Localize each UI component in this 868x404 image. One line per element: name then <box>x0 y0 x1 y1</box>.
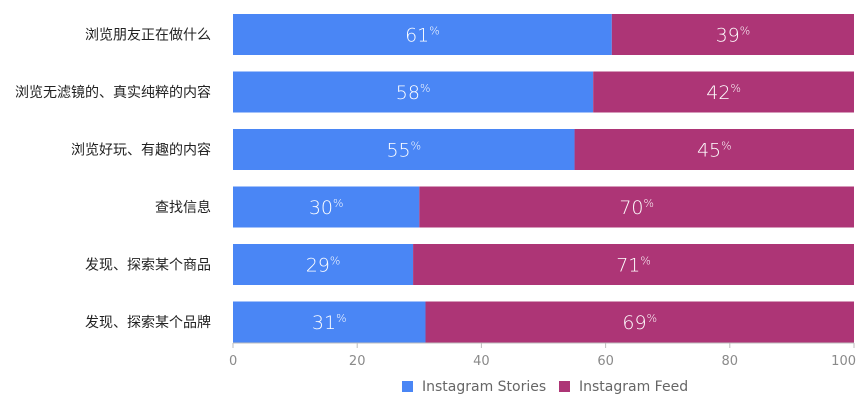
category-label: 发现、探索某个商品 <box>85 257 211 274</box>
bar-segment-stories <box>233 301 426 343</box>
x-tick-label: 40 <box>473 354 490 369</box>
data-label: 42% <box>706 82 741 104</box>
bar-segment-stories <box>233 186 420 228</box>
bar-labels: 61% 39% 58% 42% 55% 45% 30% 70% 29% 71% 31% 69% <box>306 25 751 335</box>
bar-segment-feed <box>593 71 854 113</box>
bar-segment-feed <box>419 186 854 228</box>
legend-label: Instagram Stories <box>422 379 546 395</box>
bar-segment-feed <box>413 244 854 285</box>
category-label: 浏览朋友正在做什么 <box>85 28 211 44</box>
bar-segment-stories <box>233 14 612 55</box>
legend: Instagram Stories Instagram Feed <box>402 379 688 395</box>
bar-segment-stories <box>233 129 575 170</box>
category-label: 发现、探索某个品牌 <box>85 314 211 331</box>
x-tick-label: 0 <box>229 354 237 369</box>
x-tick-label: 80 <box>722 354 739 369</box>
x-tick-label: 60 <box>597 354 614 369</box>
data-label: 71% <box>616 255 651 277</box>
data-label: 45% <box>697 140 732 162</box>
bar-segment-feed <box>574 129 854 170</box>
data-label: 30% <box>309 197 344 219</box>
data-label: 70% <box>619 197 654 219</box>
category-label: 查找信息 <box>155 199 211 216</box>
bars <box>233 14 854 343</box>
legend-swatch <box>402 381 413 392</box>
data-label: 61% <box>405 25 440 47</box>
data-label: 69% <box>622 312 657 334</box>
data-label: 58% <box>396 82 431 104</box>
bar-segment-feed <box>425 301 854 343</box>
bar-segment-feed <box>611 14 854 55</box>
x-axis: 0 20 40 60 80 100 <box>229 342 856 369</box>
category-label: 浏览无滤镜的、真实纯粹的内容 <box>15 84 211 101</box>
data-label: 39% <box>716 25 751 47</box>
bar-segment-stories <box>233 71 594 113</box>
category-label: 浏览好玩、有趣的内容 <box>71 142 211 159</box>
bar-segment-stories <box>233 244 414 285</box>
legend-swatch <box>559 381 570 392</box>
category-labels: 浏览朋友正在做什么浏览无滤镜的、真实纯粹的内容浏览好玩、有趣的内容查找信息发现、… <box>15 28 211 332</box>
data-label: 31% <box>312 312 347 334</box>
data-label: 55% <box>386 140 421 162</box>
x-tick-label: 20 <box>349 354 366 369</box>
x-tick-label: 100 <box>831 354 856 369</box>
data-label: 29% <box>306 255 341 277</box>
legend-label: Instagram Feed <box>579 379 688 395</box>
